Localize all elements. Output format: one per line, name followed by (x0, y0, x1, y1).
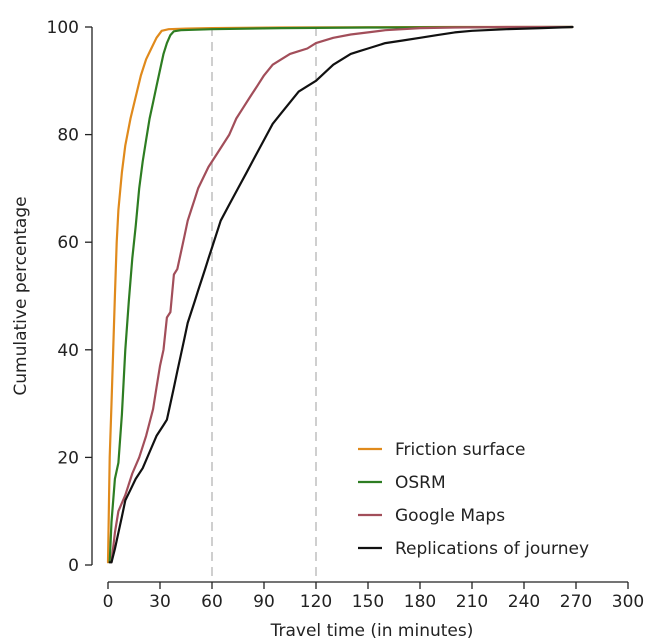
y-tick-label: 20 (57, 448, 79, 468)
legend-label: Google Maps (395, 506, 505, 526)
x-tick-label: 90 (253, 592, 275, 612)
reference-lines (211, 27, 317, 582)
x-tick-label: 30 (149, 592, 171, 612)
x-axis-title: Travel time (in minutes) (270, 621, 474, 640)
x-tick-label: 300 (612, 592, 644, 612)
series-line-2 (108, 25, 574, 564)
y-tick-label: 100 (47, 18, 79, 38)
x-tick-label: 0 (103, 592, 114, 612)
y-tick-label: 60 (57, 233, 79, 253)
series-line-4 (108, 25, 574, 564)
y-tick-label: 40 (57, 341, 79, 361)
y-axis-ticks: 0 20 40 60 80 100 (47, 18, 92, 576)
x-axis-ticks: 0 30 60 90 120 150 180 210 240 270 300 (103, 582, 644, 612)
x-tick-label: 270 (560, 592, 592, 612)
legend-label: OSRM (395, 473, 446, 493)
x-tick-label: 150 (352, 592, 384, 612)
y-tick-label: 0 (68, 556, 79, 576)
legend: Friction surface OSRM Google Maps Replicati… (358, 440, 589, 559)
legend-label: Replications of journey (395, 539, 589, 559)
x-tick-label: 240 (508, 592, 540, 612)
series-lines (106, 25, 574, 564)
y-axis-title: Cumulative percentage (11, 196, 31, 395)
y-tick-label: 80 (57, 126, 79, 146)
x-tick-label: 210 (456, 592, 488, 612)
x-tick-label: 180 (404, 592, 436, 612)
axes (91, 27, 628, 583)
legend-label: Friction surface (395, 440, 525, 460)
x-tick-label: 120 (300, 592, 332, 612)
series-line-3 (110, 25, 574, 564)
x-tick-label: 60 (201, 592, 223, 612)
series-line-1 (106, 25, 574, 564)
